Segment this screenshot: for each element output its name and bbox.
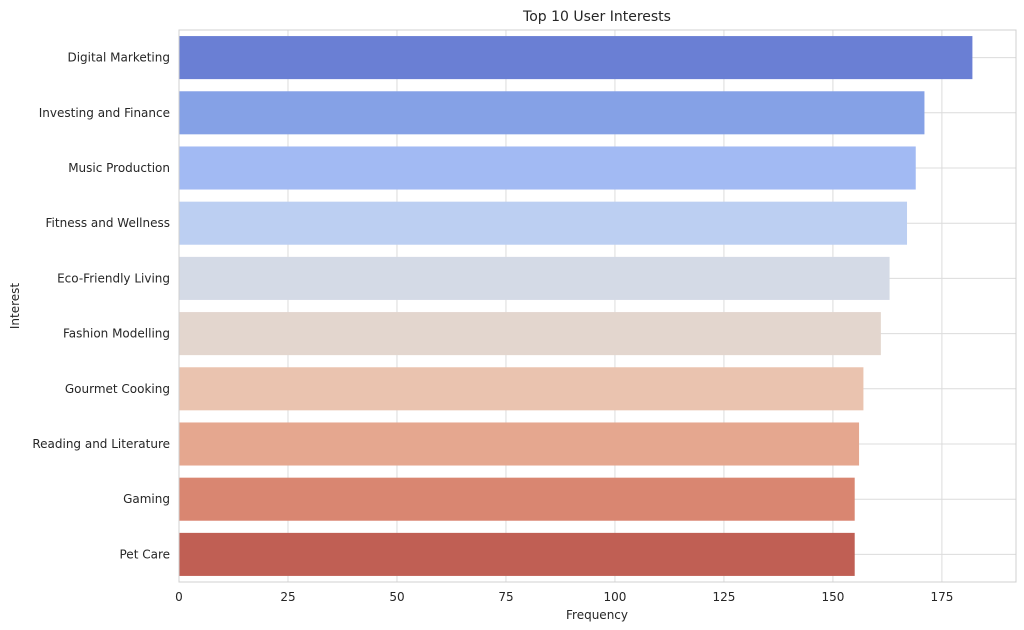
y-tick-label: Fashion Modelling	[63, 327, 170, 341]
y-tick-label: Gourmet Cooking	[65, 382, 170, 396]
bar	[179, 477, 855, 521]
y-tick-label: Digital Marketing	[67, 51, 170, 65]
chart-title: Top 10 User Interests	[522, 9, 671, 25]
x-axis-label: Frequency	[566, 608, 628, 622]
y-tick-label: Investing and Finance	[39, 106, 170, 120]
bar	[179, 91, 925, 135]
bar	[179, 36, 973, 80]
bar	[179, 367, 864, 411]
x-tick-label: 25	[280, 590, 295, 604]
bar	[179, 201, 908, 245]
plot-frame	[178, 29, 1017, 583]
x-tick-labels: 0 25 50 75 100 125 150 175	[175, 590, 953, 604]
bar	[179, 422, 860, 466]
x-tick-label: 0	[175, 590, 183, 604]
y-tick-label: Fitness and Wellness	[46, 216, 170, 230]
y-tick-label: Reading and Literature	[32, 437, 170, 451]
bar	[179, 532, 855, 576]
y-tick-label: Music Production	[68, 161, 170, 175]
y-axis-label: Interest	[8, 283, 22, 330]
y-tick-label: Gaming	[123, 492, 170, 506]
bar	[179, 146, 916, 190]
x-tick-label: 150	[821, 590, 844, 604]
bars	[179, 36, 973, 576]
x-tick-label: 75	[498, 590, 513, 604]
y-tick-label: Eco-Friendly Living	[57, 271, 170, 285]
y-tick-labels: Digital Marketing Investing and Finance Mu…	[32, 51, 170, 562]
x-tick-label: 50	[389, 590, 404, 604]
x-tick-label: 100	[603, 590, 626, 604]
y-tick-label: Pet Care	[120, 547, 171, 561]
x-tick-label: 125	[712, 590, 735, 604]
bar	[179, 256, 890, 300]
bar	[179, 312, 881, 356]
x-tick-label: 175	[930, 590, 953, 604]
